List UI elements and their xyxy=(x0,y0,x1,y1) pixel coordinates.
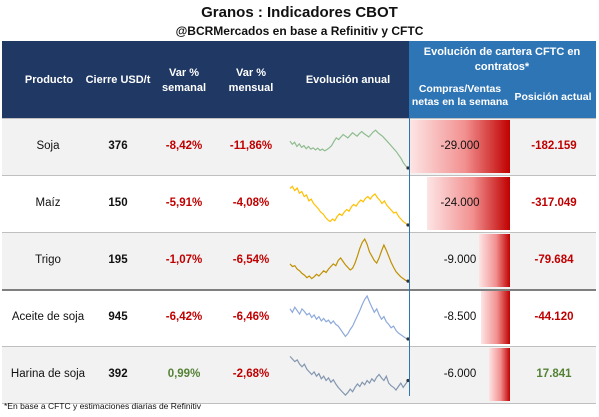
sparkline-end-point xyxy=(406,166,410,170)
sparkline-end-point xyxy=(406,223,410,227)
cell-posicion: -79.684 xyxy=(534,253,574,266)
header-var-mensual: Var % mensual xyxy=(219,66,283,96)
cell-compras: -9.000 xyxy=(443,253,477,266)
sparkline-end-point xyxy=(406,378,410,383)
cell-compras: -6.000 xyxy=(443,367,477,380)
row-divider xyxy=(2,289,596,291)
chart-subtitle: @BCRMercados en base a Refinitiv y CFTC xyxy=(175,24,424,38)
header-cierre: Cierre USD/t xyxy=(85,74,151,86)
cell-posicion: -182.159 xyxy=(531,139,577,152)
header-compras: Compras/Ventas netas en la semana xyxy=(406,83,514,109)
header-var-mensual-line2: mensual xyxy=(228,82,274,94)
cell-var-semanal: 0,99% xyxy=(167,367,201,380)
sparkline-series xyxy=(289,185,409,226)
cftc-bar xyxy=(480,291,510,344)
cftc-bar xyxy=(489,348,510,401)
sparkline xyxy=(289,129,410,170)
cell-producto: Maíz xyxy=(35,196,61,209)
header-var-semanal: Var % semanal xyxy=(152,66,216,96)
header-compras-line2: netas en la semana xyxy=(411,96,509,108)
footnote: *En base a CFTC y estimaciones diarias d… xyxy=(4,401,201,411)
cell-var-semanal: -6,42% xyxy=(165,310,203,323)
header-background xyxy=(2,41,409,118)
header-cftc: Evolución de cartera CFTC en contratos* xyxy=(412,45,592,75)
cell-posicion: -317.049 xyxy=(531,196,577,209)
cell-compras: -24.000 xyxy=(440,196,480,209)
cell-var-semanal: -1,07% xyxy=(165,253,203,266)
cell-cierre: 945 xyxy=(108,310,128,323)
cftc-divider xyxy=(409,41,410,396)
cell-compras: -8.500 xyxy=(443,310,477,323)
cell-compras: -29.000 xyxy=(440,139,480,152)
cftc-bar xyxy=(427,177,510,230)
row-divider xyxy=(2,403,596,404)
sparkline-series xyxy=(289,355,409,396)
sparkline xyxy=(289,185,410,227)
cell-var-mensual: -6,54% xyxy=(232,253,270,266)
cftc-bar xyxy=(478,234,510,287)
cell-var-semanal: -8,42% xyxy=(165,139,203,152)
cell-var-mensual: -11,86% xyxy=(229,139,273,152)
cftc-header-background xyxy=(409,41,596,118)
header-var-semanal-line1: Var % xyxy=(169,67,199,79)
header-producto: Producto xyxy=(24,74,74,86)
sparkline-series xyxy=(289,237,409,282)
sparkline xyxy=(289,237,410,283)
cell-var-mensual: -4,08% xyxy=(232,196,270,209)
sparkline-end-point xyxy=(406,279,410,283)
cell-var-mensual: -6,46% xyxy=(232,310,270,323)
sparkline xyxy=(289,294,410,341)
sparkline-series xyxy=(289,129,409,169)
row-divider xyxy=(2,118,596,119)
sparkline-series xyxy=(289,294,409,340)
cell-producto: Aceite de soja xyxy=(11,310,85,323)
row-divider xyxy=(2,346,596,347)
cell-posicion: 17.841 xyxy=(536,367,572,380)
header-evolucion: Evolución anual xyxy=(305,74,391,86)
cftc-bar xyxy=(410,120,510,173)
header-var-semanal-line2: semanal xyxy=(161,82,207,94)
cell-producto: Soja xyxy=(36,139,60,152)
cell-producto: Harina de soja xyxy=(10,367,86,380)
chart-title: Granos : Indicadores CBOT xyxy=(201,4,398,21)
cell-cierre: 376 xyxy=(108,139,128,152)
header-var-mensual-line1: Var % xyxy=(236,67,266,79)
header-posicion: Posición actual xyxy=(514,91,592,103)
sparkline xyxy=(289,355,410,396)
sparkline-end-point xyxy=(406,337,410,341)
cell-producto: Trigo xyxy=(35,253,61,266)
cell-var-semanal: -5,91% xyxy=(165,196,203,209)
cell-cierre: 150 xyxy=(108,196,128,209)
cell-cierre: 392 xyxy=(108,367,128,380)
cell-var-mensual: -2,68% xyxy=(232,367,270,380)
header-compras-line1: Compras/Ventas xyxy=(418,83,502,95)
row-divider xyxy=(2,232,596,233)
cell-cierre: 195 xyxy=(108,253,128,266)
header-cftc-line2: contratos* xyxy=(474,61,530,73)
cell-posicion: -44.120 xyxy=(534,310,574,323)
row-divider xyxy=(2,175,596,176)
header-cftc-line1: Evolución de cartera CFTC en xyxy=(423,46,581,58)
